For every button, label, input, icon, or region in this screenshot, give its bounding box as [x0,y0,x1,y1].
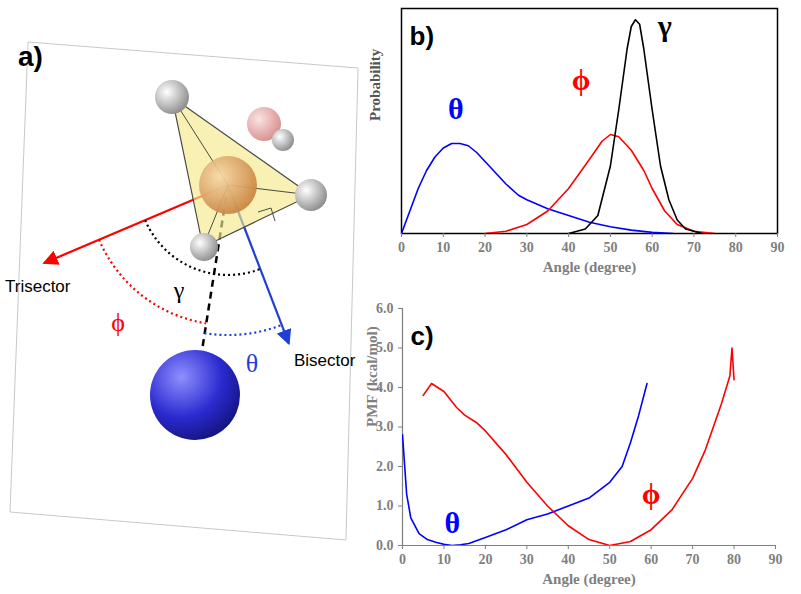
svg-text:γ: γ [173,277,185,303]
svg-text:Bisector: Bisector [294,351,356,370]
svg-text:Trisector: Trisector [5,277,71,296]
svg-text:40: 40 [562,240,576,255]
svg-text:ϕ: ϕ [572,63,591,96]
svg-text:0: 0 [399,552,406,567]
svg-text:c): c) [411,321,434,351]
svg-text:90: 90 [771,240,785,255]
svg-text:20: 20 [478,552,492,567]
svg-text:5.0: 5.0 [376,340,394,356]
svg-text:θ: θ [448,92,464,125]
svg-text:50: 50 [603,552,617,567]
svg-text:0.0: 0.0 [376,538,394,553]
svg-text:20: 20 [478,240,492,255]
svg-text:40: 40 [561,552,575,567]
svg-text:1.0: 1.0 [376,498,394,513]
svg-text:Angle (degree): Angle (degree) [542,571,635,588]
svg-text:0: 0 [398,240,405,255]
svg-text:50: 50 [603,240,617,255]
svg-text:10: 10 [437,552,451,567]
svg-text:θ: θ [246,349,258,378]
svg-text:6.0: 6.0 [376,301,394,316]
svg-text:γ: γ [657,9,672,42]
svg-text:30: 30 [520,240,534,255]
svg-text:3.0: 3.0 [376,419,394,435]
svg-text:a): a) [18,41,43,72]
svg-text:70: 70 [686,552,700,567]
svg-text:60: 60 [644,552,658,567]
svg-text:60: 60 [645,240,659,255]
svg-text:Probability: Probability [367,48,383,121]
svg-text:80: 80 [727,552,741,567]
svg-text:2.0: 2.0 [376,459,394,474]
svg-text:10: 10 [436,240,450,255]
svg-text:4.0: 4.0 [376,380,394,395]
svg-text:30: 30 [520,552,534,567]
svg-text:70: 70 [687,240,701,255]
svg-text:ϕ: ϕ [111,308,125,337]
svg-text:80: 80 [729,240,743,255]
svg-text:θ: θ [444,506,460,539]
svg-text:b): b) [410,21,435,51]
svg-text:PMF (kcal/mol): PMF (kcal/mol) [364,326,381,427]
svg-text:Angle (degree): Angle (degree) [543,259,636,276]
svg-text:ϕ: ϕ [642,477,661,510]
svg-text:90: 90 [769,552,783,567]
